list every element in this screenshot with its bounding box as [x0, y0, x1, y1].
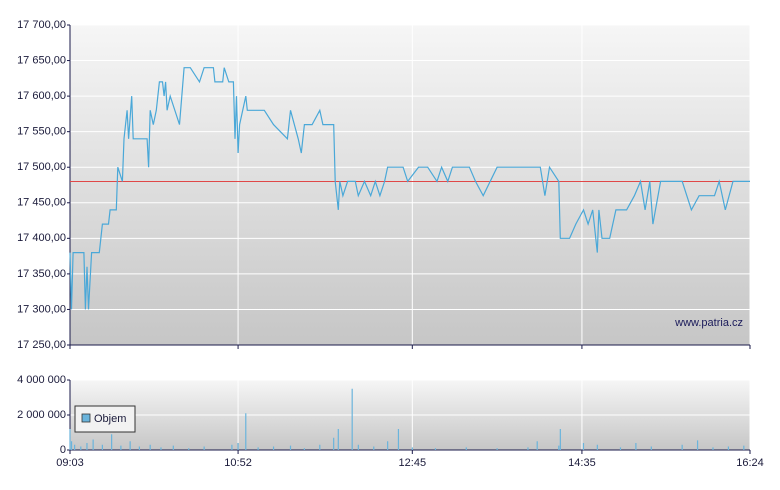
volume-bar — [727, 446, 730, 450]
x-tick-label: 10:52 — [224, 457, 252, 469]
price-line — [69, 67, 750, 310]
y-tick-label: 2 000 000 — [17, 409, 66, 421]
volume-bar — [80, 446, 82, 450]
volume-bar — [188, 448, 190, 450]
volume-bar — [582, 443, 585, 450]
y-tick-label: 17 400,00 — [17, 232, 66, 244]
volume-bar — [397, 429, 400, 450]
volume-bar — [111, 434, 113, 450]
watermark: www.patria.cz — [674, 317, 743, 329]
volume-bar — [596, 444, 598, 450]
volume-bar — [712, 447, 714, 450]
y-tick-label: 17 450,00 — [17, 197, 66, 209]
volume-bar — [160, 447, 162, 450]
volume-bar — [257, 447, 259, 450]
y-tick-label: 17 350,00 — [17, 268, 66, 280]
volume-bar — [92, 439, 94, 450]
volume-bar — [635, 443, 637, 450]
x-tick-label: 16:24 — [736, 457, 764, 469]
volume-bar — [465, 447, 467, 450]
volume-bar — [650, 446, 652, 450]
volume-bar — [496, 448, 498, 450]
volume-bar — [69, 429, 71, 450]
volume-bar — [357, 444, 359, 450]
volume-bar — [138, 446, 140, 450]
volume-bar — [129, 441, 131, 450]
volume-bar — [237, 443, 239, 450]
y-tick-label: 17 500,00 — [17, 161, 66, 173]
volume-bar — [387, 441, 389, 450]
volume-bar — [303, 448, 305, 450]
volume-bar — [558, 445, 560, 450]
y-tick-label: 17 700,00 — [17, 19, 66, 31]
volume-bar — [619, 447, 622, 450]
y-tick-label: 4 000 000 — [17, 374, 66, 386]
x-tick-label: 09:03 — [56, 457, 84, 469]
volume-bar — [74, 444, 76, 450]
volume-bar — [743, 445, 745, 450]
volume-bar — [411, 447, 413, 450]
volume-bar — [272, 446, 275, 450]
volume-bar — [373, 446, 375, 450]
volume-bar — [172, 445, 174, 450]
volume-bar — [333, 437, 335, 450]
y-tick-label: 17 250,00 — [17, 339, 66, 351]
y-tick-label: 17 650,00 — [17, 54, 66, 66]
x-tick-label: 14:35 — [568, 457, 596, 469]
volume-bar — [681, 444, 683, 450]
volume-bar — [245, 413, 247, 450]
volume-bar — [70, 441, 73, 450]
legend-label: Objem — [94, 413, 126, 425]
y-tick-label: 17 300,00 — [17, 303, 66, 315]
volume-bar — [696, 440, 699, 450]
price-plot-area — [70, 25, 750, 345]
legend-swatch — [81, 413, 91, 423]
volume-bar — [434, 448, 437, 450]
volume-bar — [559, 429, 561, 450]
volume-bar — [86, 443, 88, 450]
volume-bar — [527, 447, 529, 450]
volume-bar — [351, 388, 353, 450]
volume-bar — [536, 441, 538, 450]
volume-bar — [149, 444, 151, 450]
y-tick-label: 17 600,00 — [17, 90, 66, 102]
x-tick-label: 12:45 — [399, 457, 427, 469]
volume-bar — [101, 444, 103, 450]
volume-bar — [337, 429, 339, 450]
volume-bar — [319, 444, 321, 450]
y-tick-label: 17 550,00 — [17, 126, 66, 138]
volume-bar — [289, 445, 292, 450]
volume-bar — [231, 444, 233, 450]
volume-bar — [120, 445, 122, 450]
volume-bar — [203, 446, 205, 450]
y-tick-label: 0 — [60, 444, 66, 456]
